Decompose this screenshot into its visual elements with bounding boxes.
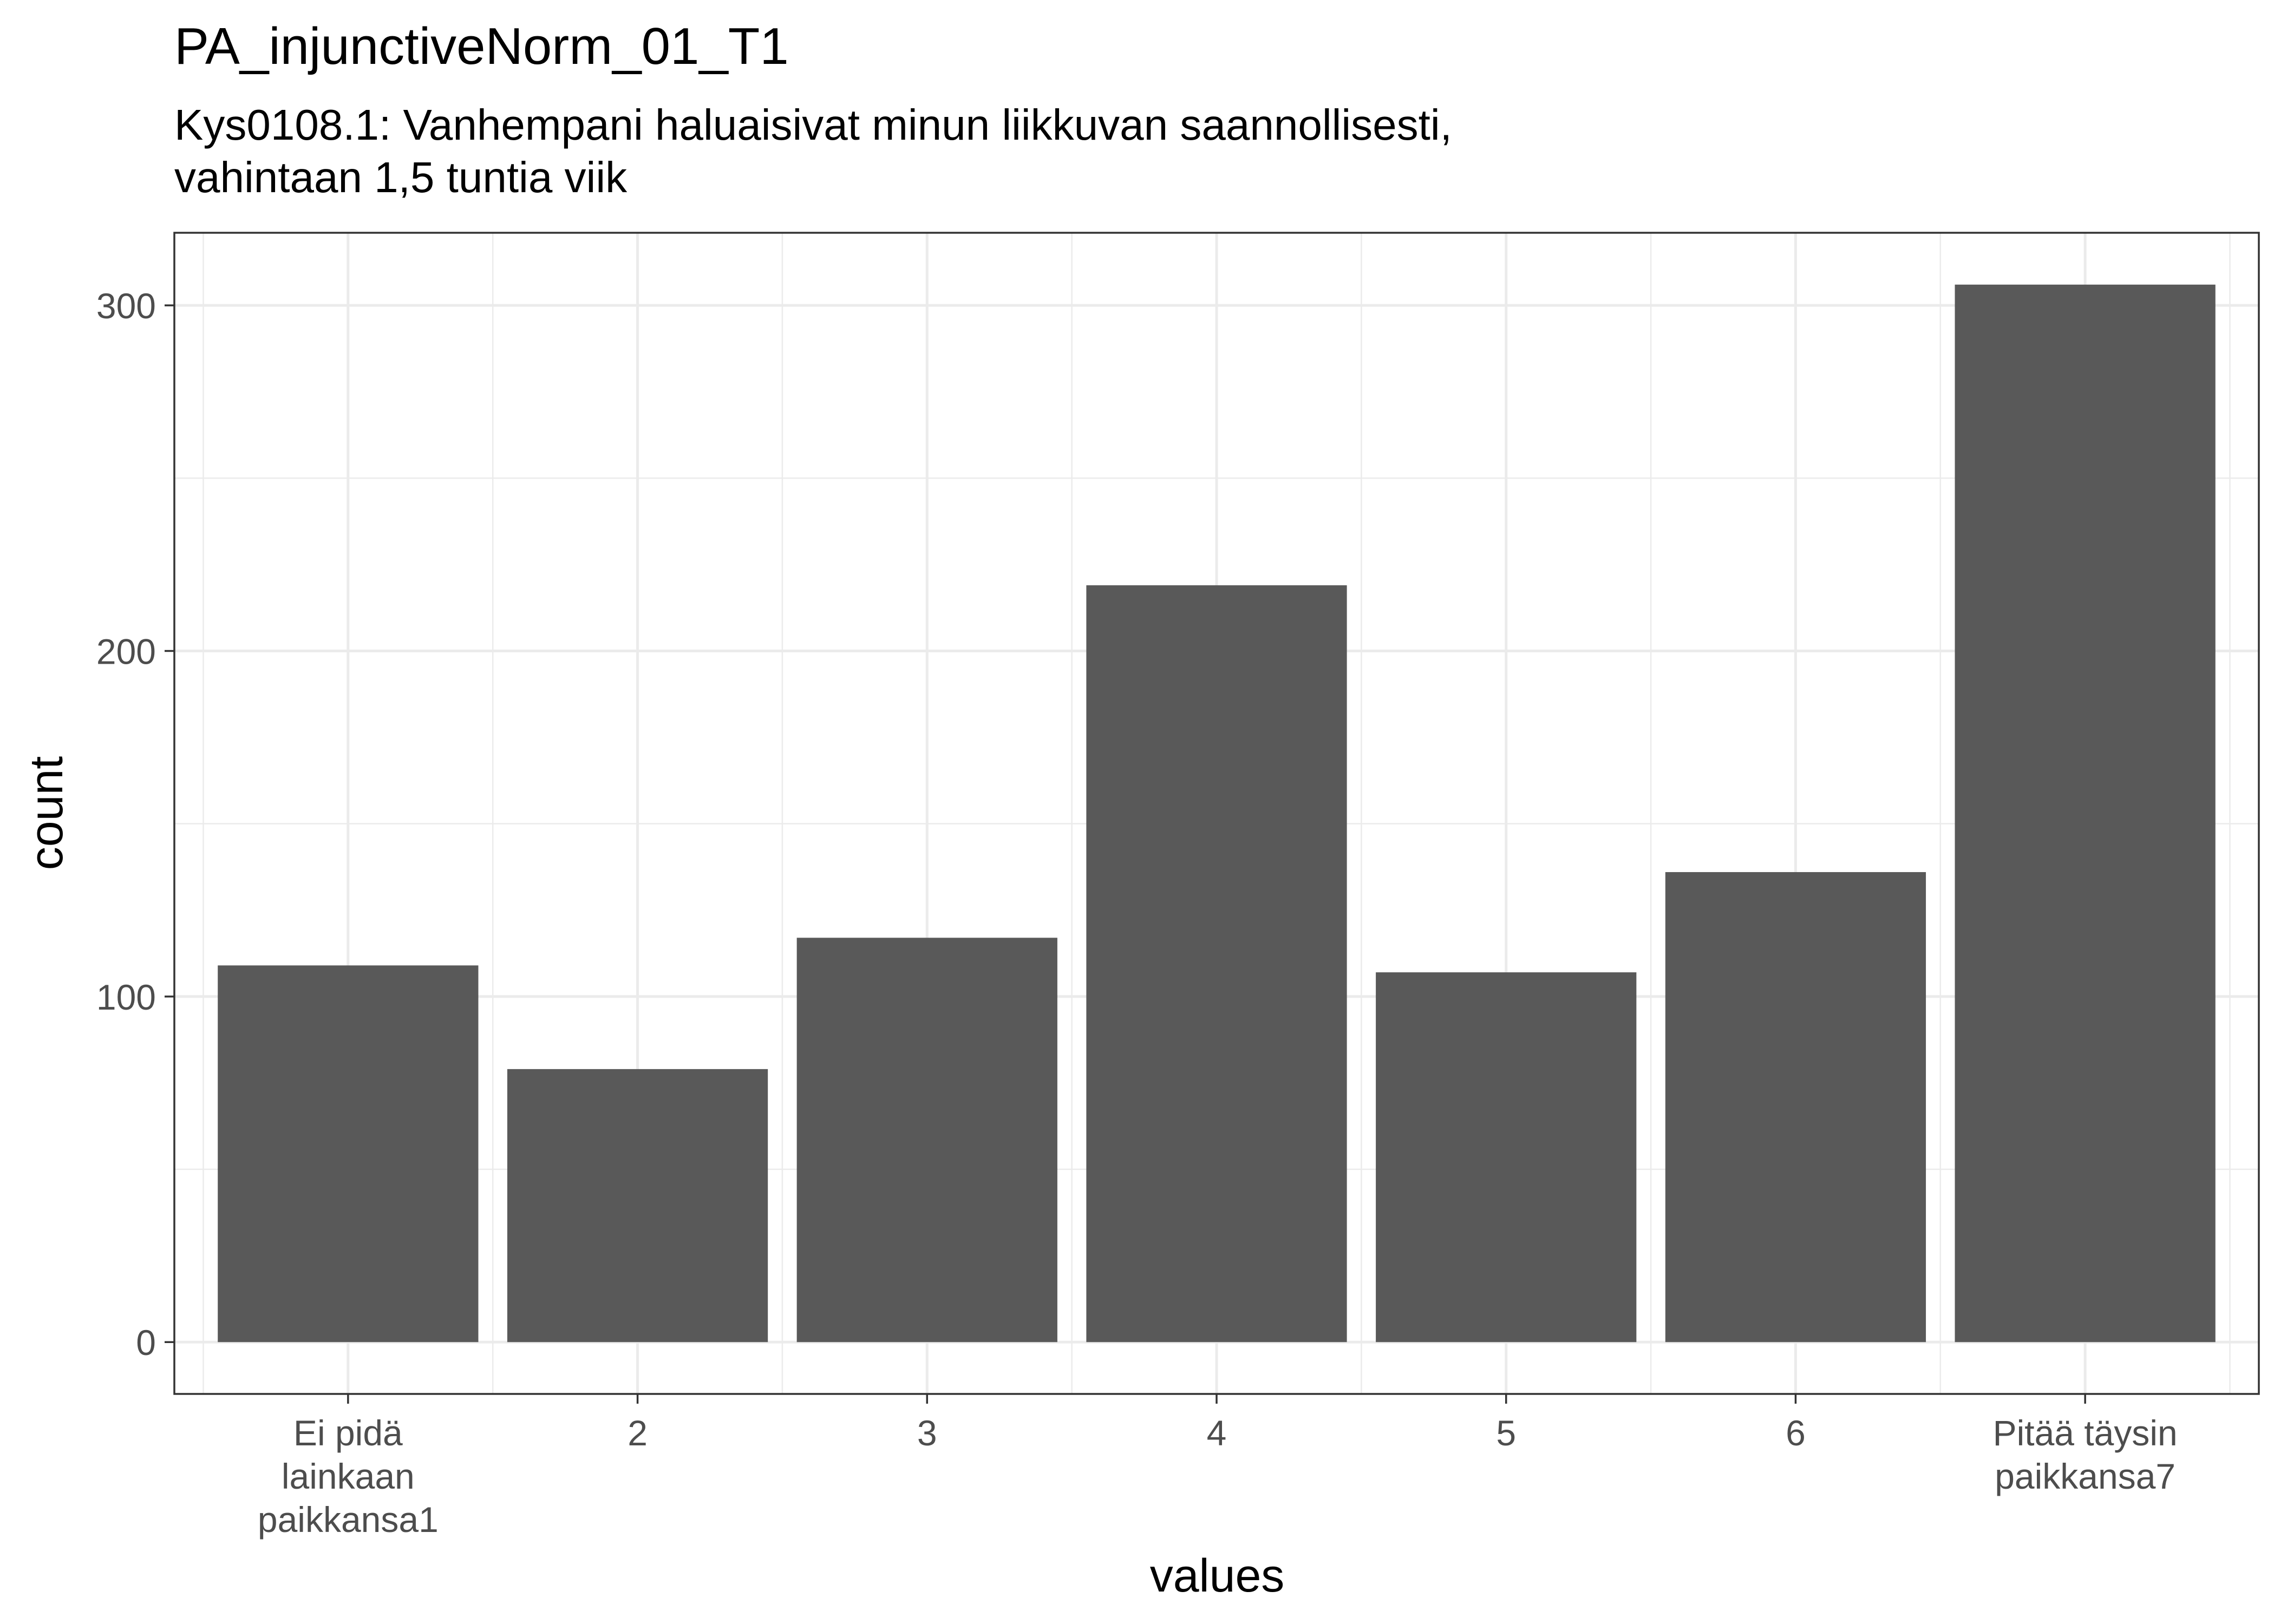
y-tick-label: 300 xyxy=(96,286,156,326)
y-tick-label: 0 xyxy=(136,1322,156,1363)
x-tick-label-line: Ei pidä xyxy=(293,1413,403,1453)
bar xyxy=(796,938,1057,1343)
bar xyxy=(1665,872,1926,1343)
x-tick-label-line: Pitää täysin xyxy=(1993,1413,2178,1453)
bar xyxy=(1376,972,1637,1343)
chart-subtitle-line-1: Kys0108.1: Vanhempani haluaisivat minun … xyxy=(174,101,1452,149)
x-tick-label-line: 3 xyxy=(917,1413,937,1453)
x-axis: Ei pidä lainkaan paikkansa1 2 3 4 5 6 Pitää täys… xyxy=(258,1394,2178,1540)
bar xyxy=(218,965,479,1343)
x-tick-label-line: paikkansa1 xyxy=(258,1499,439,1540)
x-tick-label: 3 xyxy=(917,1413,937,1453)
x-tick-label: Ei pidä lainkaan paikkansa1 xyxy=(258,1413,439,1540)
y-tick-label: 200 xyxy=(96,631,156,671)
x-tick-label-line: 4 xyxy=(1207,1413,1227,1453)
x-tick-label-line: 6 xyxy=(1786,1413,1806,1453)
x-tick-label-line: 2 xyxy=(628,1413,648,1453)
bar xyxy=(1086,585,1347,1343)
y-axis-title: count xyxy=(21,756,73,870)
x-axis-title: values xyxy=(1150,1550,1285,1602)
y-tick-label: 100 xyxy=(96,977,156,1017)
x-tick-label-line: paikkansa7 xyxy=(1995,1456,2175,1496)
y-axis: 0 100 200 300 xyxy=(96,286,174,1363)
x-tick-label: Pitää täysin paikkansa7 xyxy=(1993,1413,2178,1496)
chart-title: PA_injunctiveNorm_01_T1 xyxy=(174,17,789,75)
chart-subtitle-line-2: vahintaan 1,5 tuntia viik xyxy=(174,153,628,201)
bar xyxy=(1955,284,2216,1343)
x-tick-label-line: 5 xyxy=(1496,1413,1516,1453)
x-tick-label-line: lainkaan xyxy=(282,1456,415,1496)
bar xyxy=(507,1069,768,1343)
bars xyxy=(218,284,2216,1343)
x-tick-label: 5 xyxy=(1496,1413,1516,1453)
x-tick-label: 4 xyxy=(1207,1413,1227,1453)
x-tick-label: 2 xyxy=(628,1413,648,1453)
x-tick-label: 6 xyxy=(1786,1413,1806,1453)
